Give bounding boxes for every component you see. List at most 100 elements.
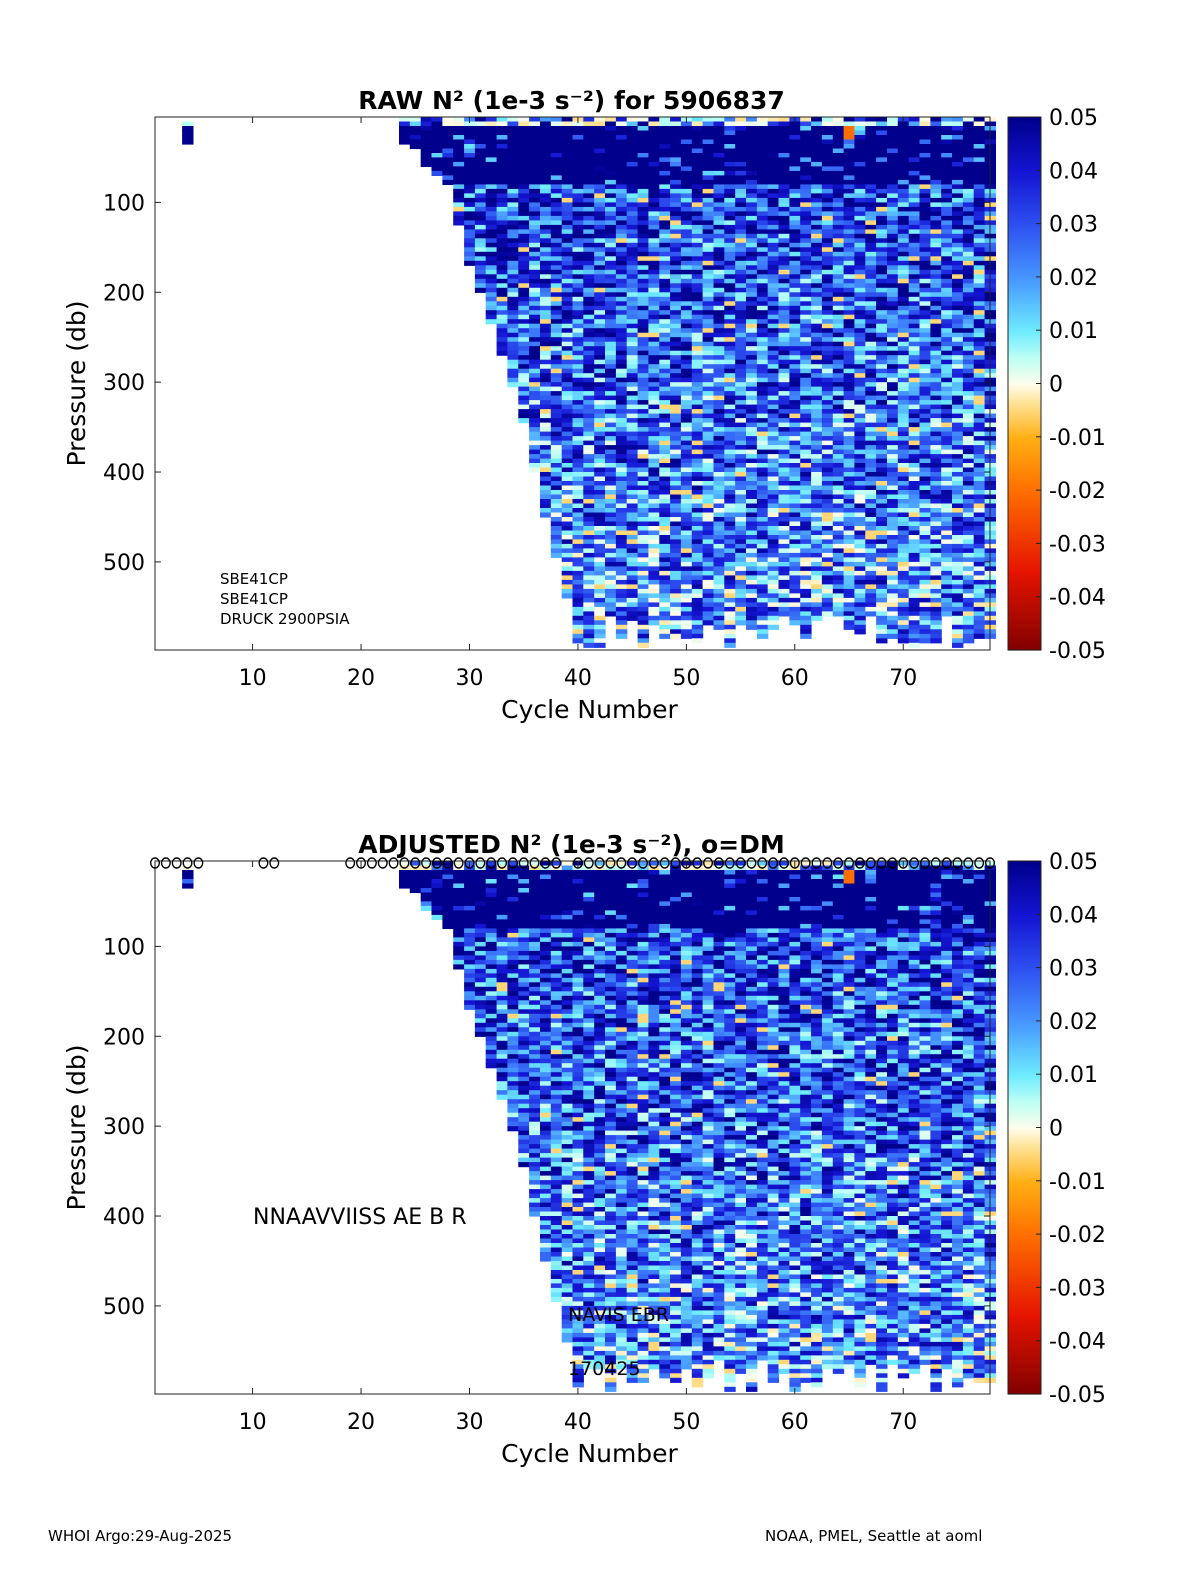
heatmap-cell: [832, 579, 845, 585]
heatmap-cell: [659, 445, 671, 451]
heatmap-cell: [843, 314, 855, 320]
heatmap-cell: [930, 260, 942, 266]
heatmap-cell: [529, 445, 541, 451]
heatmap-cell: [952, 121, 964, 127]
heatmap-cell: [615, 548, 628, 554]
heatmap-cell: [897, 593, 910, 599]
heatmap-cell: [583, 359, 595, 365]
heatmap-cell: [843, 575, 855, 581]
heatmap-cell: [952, 144, 964, 150]
heatmap-cell: [550, 481, 563, 487]
heatmap-cell: [767, 188, 780, 194]
heatmap-cell: [540, 431, 552, 437]
heatmap-cell: [811, 341, 823, 347]
heatmap-cell: [952, 126, 964, 132]
heatmap-cell: [691, 157, 704, 163]
heatmap-cell: [832, 170, 845, 176]
heatmap-cell: [442, 148, 454, 154]
heatmap-cell: [680, 296, 693, 302]
heatmap-cell: [832, 188, 845, 194]
heatmap-cell: [876, 611, 888, 617]
heatmap-cell: [594, 346, 606, 352]
heatmap-cell: [843, 539, 855, 545]
heatmap-cell: [713, 341, 725, 347]
heatmap-cell: [756, 229, 769, 235]
heatmap-cell: [648, 373, 660, 379]
heatmap-cell: [800, 526, 812, 532]
heatmap-cell: [626, 476, 639, 482]
heatmap-cell: [626, 314, 639, 320]
heatmap-cell: [832, 584, 845, 590]
heatmap-cell: [583, 144, 595, 150]
heatmap-cell: [887, 449, 899, 455]
heatmap-cell: [594, 395, 606, 401]
heatmap-cell: [626, 584, 639, 590]
heatmap-cell: [778, 130, 790, 136]
heatmap-cell: [594, 472, 606, 478]
heatmap-cell: [811, 305, 823, 311]
heatmap-cell: [648, 499, 660, 505]
heatmap-cell: [691, 382, 704, 388]
heatmap-cell: [464, 197, 476, 203]
heatmap-cell: [876, 566, 888, 572]
heatmap-cell: [876, 314, 888, 320]
heatmap-cell: [626, 135, 639, 141]
heatmap-cell: [789, 220, 801, 226]
heatmap-cell: [626, 404, 639, 410]
heatmap-cell: [702, 431, 714, 437]
heatmap-cell: [518, 391, 530, 397]
heatmap-cell: [724, 229, 736, 235]
heatmap-cell: [583, 422, 595, 428]
heatmap-cell: [897, 436, 910, 442]
heatmap-cell: [854, 305, 866, 311]
heatmap-cell: [930, 292, 942, 298]
heatmap-cell: [691, 548, 704, 554]
heatmap-cell: [865, 548, 877, 554]
heatmap-cell: [930, 530, 942, 536]
heatmap-cell: [626, 301, 639, 307]
heatmap-cell: [659, 175, 671, 181]
heatmap-cell: [485, 283, 498, 289]
heatmap-cell: [767, 606, 780, 612]
heatmap-cell: [952, 512, 964, 518]
heatmap-cell: [919, 413, 931, 419]
heatmap-cell: [843, 427, 855, 433]
heatmap-cell: [778, 476, 790, 482]
heatmap-cell: [680, 490, 693, 496]
heatmap-cell: [518, 287, 530, 293]
heatmap-cell: [637, 256, 649, 262]
heatmap-cell: [746, 341, 758, 347]
heatmap-cell: [952, 202, 964, 208]
heatmap-cell: [952, 350, 964, 356]
heatmap-cell: [713, 543, 725, 549]
heatmap-cell: [843, 535, 855, 541]
heatmap-cell: [583, 615, 595, 621]
heatmap-cell: [507, 121, 519, 127]
heatmap-cell: [670, 323, 682, 329]
heatmap-cell: [735, 548, 747, 554]
heatmap-cell: [442, 121, 454, 127]
heatmap-cell: [485, 161, 498, 167]
heatmap-cell: [529, 350, 541, 356]
heatmap-cell: [789, 436, 801, 442]
heatmap-cell: [724, 530, 736, 536]
heatmap-cell: [453, 157, 465, 163]
heatmap-cell: [550, 508, 563, 514]
heatmap-cell: [507, 202, 519, 208]
heatmap-cell: [843, 202, 855, 208]
heatmap-cell: [735, 202, 747, 208]
heatmap-cell: [637, 359, 649, 365]
heatmap-cell: [626, 220, 639, 226]
heatmap-cell: [605, 508, 617, 514]
heatmap-cell: [941, 436, 953, 442]
heatmap-cell: [962, 503, 975, 509]
heatmap-cell: [887, 575, 899, 581]
heatmap-cell: [800, 517, 812, 523]
heatmap-cell: [908, 530, 921, 536]
heatmap-cell: [952, 323, 964, 329]
heatmap-cell: [648, 526, 660, 532]
heatmap-cell: [854, 193, 866, 199]
heatmap-cell: [561, 409, 574, 415]
heatmap-cell: [876, 485, 888, 491]
heatmap-cell: [561, 400, 574, 406]
